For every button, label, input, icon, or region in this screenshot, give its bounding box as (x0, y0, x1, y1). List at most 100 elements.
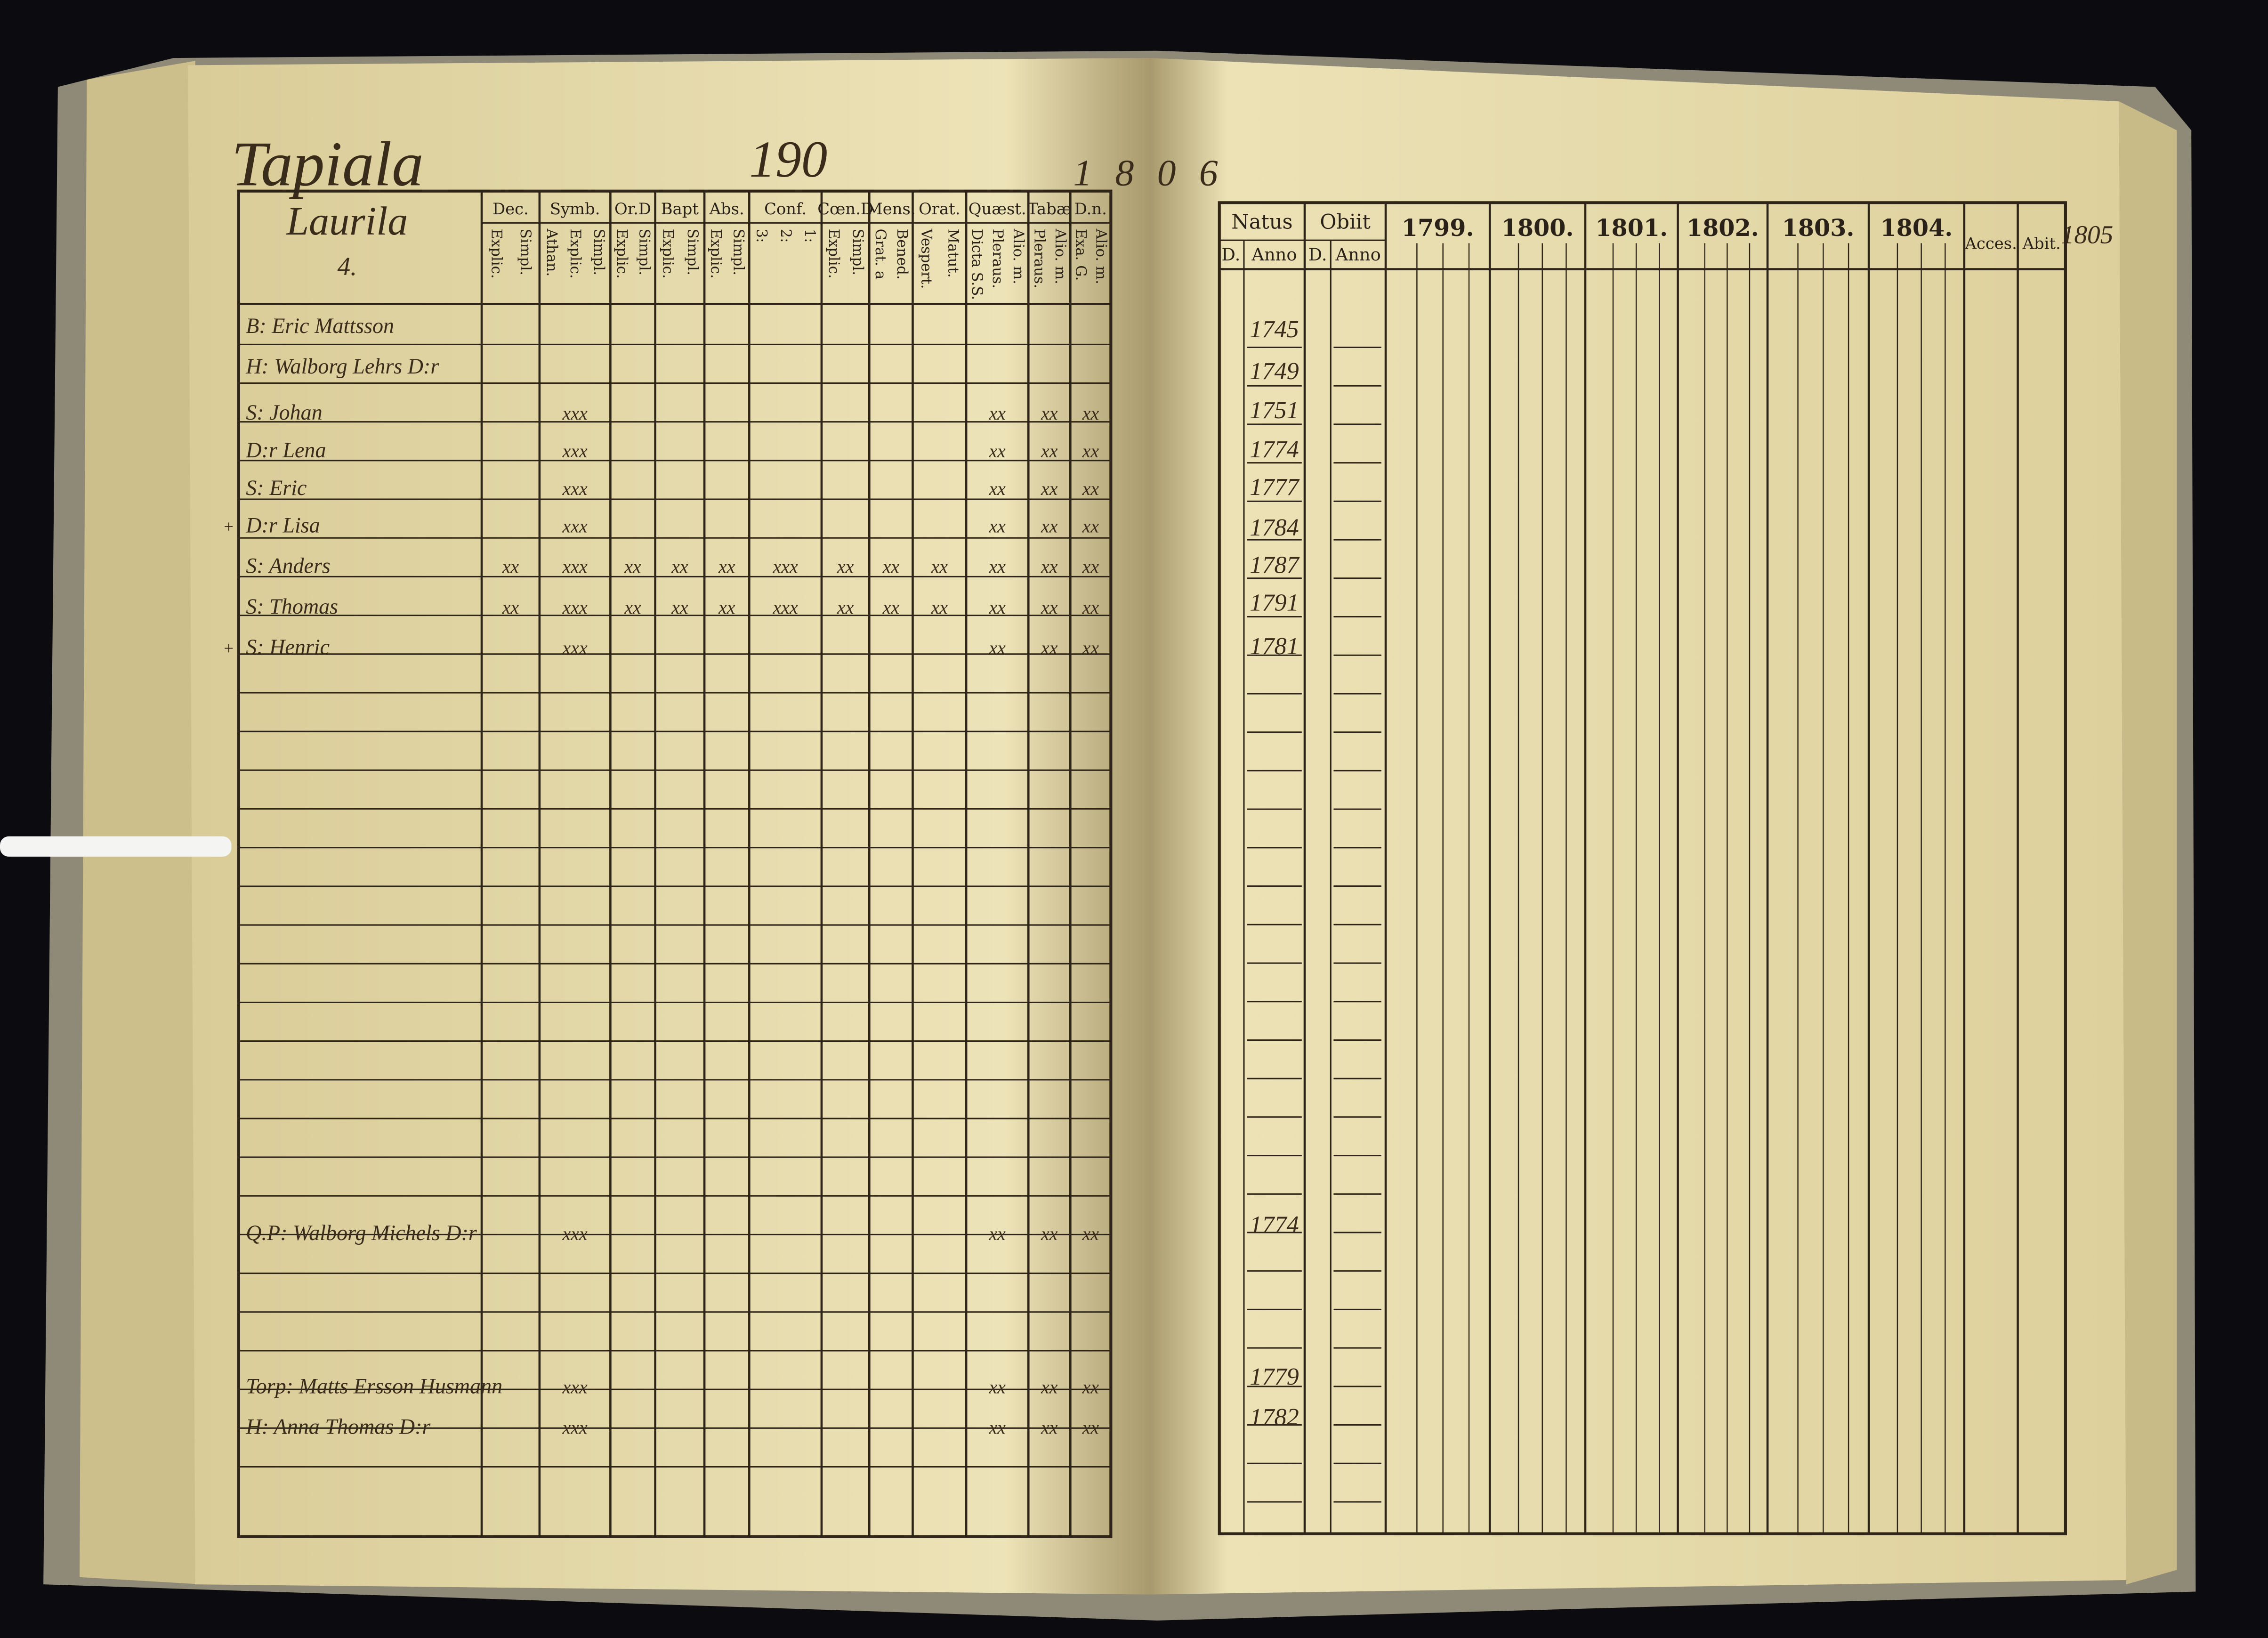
house-name: Laurila (285, 198, 408, 243)
column-subheader: Alio. m. (1093, 228, 1110, 284)
birth-year: 1774 (1250, 1211, 1299, 1239)
column-subheader: Exa. G. (1073, 229, 1090, 281)
birth-year: 1749 (1250, 357, 1299, 385)
column-header: Symb. (550, 200, 600, 218)
catechism-mark: xx (988, 516, 1006, 537)
catechism-mark: xx (988, 637, 1006, 658)
column-subheader: Simpl. (849, 229, 866, 276)
column-header: Or.D (614, 200, 651, 218)
margin-note: + (223, 517, 234, 536)
catechism-mark: xxx (562, 556, 588, 577)
column-subheader: 1: (801, 229, 818, 243)
column-subheader: Pleraus. (1031, 229, 1048, 289)
catechism-mark: xx (931, 597, 948, 618)
birth-year: 1777 (1250, 473, 1299, 501)
column-subheader: Alio. m. (1052, 228, 1069, 284)
catechism-mark: xx (1082, 637, 1099, 658)
catechism-mark: xx (837, 556, 854, 577)
catechism-mark: xx (1082, 1223, 1099, 1244)
catechism-mark: xxx (562, 1377, 588, 1398)
margin-note: + (223, 639, 234, 658)
right-page (1150, 58, 2126, 1595)
catechism-mark: xx (988, 403, 1006, 424)
catechism-mark: xx (1041, 637, 1058, 658)
catechism-mark: xx (671, 556, 688, 577)
catechism-mark: xx (1082, 478, 1099, 499)
group-header: Obiit (1320, 211, 1371, 234)
catechism-mark: xx (671, 597, 688, 618)
column-header: D.n. (1074, 200, 1107, 218)
page-year: 1806 (1073, 152, 1241, 194)
column-subheader: Grat. a (872, 229, 889, 280)
person-name: H: Walborg Lehrs D:r (245, 354, 439, 378)
birth-year: 1787 (1250, 551, 1299, 579)
catechism-mark: xx (1041, 478, 1058, 499)
year-header: 1800. (1501, 214, 1574, 242)
margin-year: 1805 (2061, 220, 2114, 249)
extra-header: Abit. (2022, 235, 2061, 253)
column-subheader: Athan. (543, 228, 560, 277)
right-page-edges (2119, 101, 2177, 1585)
column-header: Dec. (492, 200, 529, 218)
person-name: S: Eric (246, 476, 307, 500)
catechism-mark: xx (988, 556, 1006, 577)
year-header: 1801. (1595, 214, 1668, 242)
column-subheader: 3: (753, 229, 770, 243)
catechism-mark: xxx (562, 597, 588, 618)
person-name: S: Anders (246, 554, 331, 578)
person-name: D:r Lisa (245, 513, 320, 537)
column-header: Orat. (919, 200, 960, 218)
column-subheader: Pleraus. (989, 229, 1006, 289)
catechism-mark: xx (624, 556, 641, 577)
extra-header: Acces. (1965, 235, 2017, 253)
catechism-mark: xx (931, 556, 948, 577)
catechism-mark: xx (1041, 556, 1058, 577)
year-header: 1799. (1402, 214, 1474, 242)
birth-year: 1779 (1250, 1363, 1299, 1390)
catechism-mark: xx (1082, 516, 1099, 537)
bookmark (0, 836, 232, 857)
catechism-mark: xx (988, 478, 1006, 499)
catechism-mark: xx (1041, 1377, 1058, 1398)
column-header: Cœn.D (817, 200, 873, 218)
catechism-mark: xxx (562, 478, 588, 499)
catechism-mark: xx (988, 1377, 1006, 1398)
column-subheader: Explic. (825, 229, 842, 279)
catechism-mark: xx (988, 597, 1006, 618)
catechism-mark: xx (1041, 1417, 1058, 1438)
catechism-mark: xx (1041, 440, 1058, 462)
catechism-mark: xx (882, 556, 900, 577)
catechism-mark: xxx (773, 556, 798, 577)
column-header: Abs. (709, 200, 744, 218)
column-header: Conf. (764, 200, 807, 218)
catechism-mark: xx (882, 597, 900, 618)
catechism-mark: xx (1082, 440, 1099, 462)
catechism-mark: xx (1041, 403, 1058, 424)
catechism-mark: xx (502, 556, 519, 577)
year-header: 1803. (1782, 214, 1855, 242)
catechism-mark: xx (1082, 597, 1099, 618)
column-subheader: Bened. (894, 229, 911, 280)
column-subheader: Simpl. (636, 229, 653, 276)
birth-year: 1782 (1250, 1403, 1299, 1431)
catechism-mark: xxx (562, 1417, 588, 1438)
catechism-mark: xxx (562, 440, 588, 462)
column-subheader: Explic. (613, 229, 630, 279)
group-subheader: Anno (1335, 244, 1381, 265)
person-name: D:r Lena (245, 438, 326, 462)
catechism-mark: xx (988, 1223, 1006, 1244)
catechism-mark: xxx (773, 597, 798, 618)
catechism-mark: xx (1041, 597, 1058, 618)
person-name: B: Eric Mattsson (246, 314, 394, 338)
catechism-mark: xx (502, 597, 519, 618)
column-subheader: Dicta S.S. (969, 229, 985, 300)
catechism-mark: xx (988, 440, 1006, 462)
catechism-mark: xxx (562, 1223, 588, 1244)
group-subheader: D. (1221, 244, 1240, 265)
column-subheader: Explic. (488, 229, 505, 279)
left-page-edges (79, 61, 203, 1585)
column-subheader: Simpl. (590, 229, 607, 276)
group-header: Natus (1231, 211, 1292, 234)
column-subheader: Matut. (945, 229, 962, 278)
